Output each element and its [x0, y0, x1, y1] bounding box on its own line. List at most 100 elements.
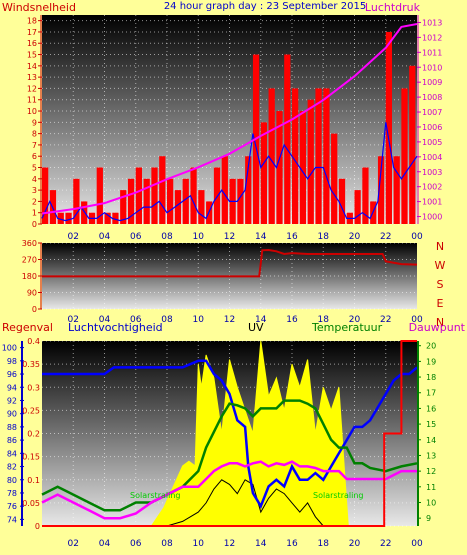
pressure-axis-tick-label: 1004 — [422, 153, 442, 162]
x-tick-label: 00 — [411, 232, 423, 242]
rain-axis-tick-label: 0.1 — [27, 476, 40, 485]
x-tick-label: 14 — [255, 539, 267, 549]
x-tick-label: 10 — [193, 315, 205, 325]
wind-gust-bar — [120, 190, 127, 224]
wind-gust-bar — [331, 133, 338, 224]
wind-axis-tick-label: 1 — [32, 209, 37, 218]
wind-gust-bar — [42, 167, 49, 224]
wind-gust-bar — [299, 111, 307, 224]
temperature-axis-tick-label: 19 — [426, 357, 436, 366]
rain-axis-tick-label: 0.2 — [27, 430, 40, 439]
compass-direction-label: E — [437, 297, 444, 310]
x-tick-label: 14 — [255, 232, 267, 242]
x-tick-label: 04 — [99, 232, 111, 242]
compass-direction-label: N — [436, 316, 444, 329]
wind-axis-tick-label: 18 — [27, 17, 37, 26]
wind-gust-bar — [393, 156, 400, 224]
wind-axis-tick-label: 0 — [32, 220, 37, 229]
x-tick-label: 20 — [349, 539, 361, 549]
wind-axis-tick-label: 8 — [32, 130, 37, 139]
x-tick-label: 06 — [130, 539, 142, 549]
wind-gust-bar — [174, 190, 182, 224]
x-tick-label: 22 — [380, 539, 391, 549]
compass-direction-label: W — [435, 259, 446, 272]
pressure-axis-tick-label: 1005 — [422, 138, 442, 147]
x-tick-label: 02 — [68, 315, 79, 325]
wind-gust-bar — [237, 178, 244, 224]
wind-average-line — [41, 122, 418, 222]
rain-axis-tick-label: 0 — [35, 522, 40, 531]
wind-axis-tick-label: 15 — [27, 51, 37, 60]
wind-gust-bar — [409, 65, 416, 225]
pressure-line — [41, 23, 418, 215]
wind-gust-bar — [167, 178, 174, 224]
x-tick-label: 02 — [68, 539, 79, 549]
pressure-axis-tick-label: 1000 — [422, 213, 442, 222]
wind-gust-bar — [65, 212, 72, 224]
wind-gust-bar — [284, 54, 291, 224]
x-tick-label: 08 — [161, 315, 173, 325]
temperature-axis-tick-label: 17 — [426, 389, 436, 398]
humidity-axis-tick-label: 92 — [7, 396, 17, 405]
axes: 0123456789101112131415161718100010011002… — [2, 15, 446, 549]
x-tick-label: 10 — [193, 232, 205, 242]
pressure-axis-tick-label: 1010 — [422, 63, 442, 72]
wind-gust-bar — [112, 212, 119, 224]
regenval-line — [42, 340, 417, 527]
wind-gust-bar — [292, 88, 299, 224]
wind-axis-tick-label: 7 — [32, 141, 37, 150]
x-tick-label: 18 — [318, 232, 330, 242]
temperature-axis-tick-label: 15 — [426, 420, 436, 429]
x-tick-label: 10 — [193, 539, 205, 549]
wind-gust-bar — [307, 99, 314, 224]
wind-gust-bar — [213, 167, 221, 224]
wind-gust-bar — [338, 178, 346, 224]
solar-annotation-morning: Solarstraling — [130, 491, 180, 500]
wind-gust-bar — [73, 178, 80, 224]
x-tick-label: 16 — [286, 315, 298, 325]
temperature-axis-tick-label: 13 — [426, 451, 436, 460]
x-tick-label: 14 — [255, 315, 267, 325]
humidity-axis-tick-label: 86 — [7, 436, 17, 445]
wind-gust-bar — [143, 178, 150, 224]
direction-axis-tick-label: 0 — [32, 305, 37, 314]
x-tick-label: 20 — [349, 315, 361, 325]
wind-gust-bar — [385, 31, 392, 224]
wind-axis-tick-label: 2 — [32, 197, 37, 206]
direction-axis-tick-label: 180 — [22, 272, 37, 281]
x-tick-label: 00 — [411, 315, 423, 325]
x-tick-label: 04 — [99, 315, 111, 325]
temperature-axis-tick-label: 11 — [426, 483, 436, 492]
wind-axis-tick-label: 6 — [32, 152, 37, 161]
wind-axis-tick-label: 16 — [27, 39, 37, 48]
x-tick-label: 06 — [130, 232, 142, 242]
uv-header: UV — [248, 321, 264, 334]
pressure-label: Luchtdruk — [365, 1, 421, 14]
wind-gust-bar — [245, 156, 252, 224]
pressure-axis-tick-label: 1007 — [422, 108, 442, 117]
wind-gust-bar — [198, 190, 205, 224]
compass-direction-label: N — [436, 240, 444, 253]
rain-axis-tick-label: 0.3 — [27, 383, 40, 392]
x-tick-label: 20 — [349, 232, 361, 242]
temperature-axis-tick-label: 9 — [426, 514, 431, 523]
humidity-axis-tick-label: 96 — [7, 370, 17, 379]
rain-axis-tick-label: 0.25 — [22, 406, 40, 415]
rain-axis-tick-label: 0.35 — [22, 360, 40, 369]
wind-gust-bar — [104, 212, 111, 224]
wind-gust-bar — [260, 122, 267, 224]
humidity-axis-tick-label: 76 — [7, 502, 17, 511]
humidity-header: Luchtvochtigheid — [68, 321, 163, 334]
temperature-axis-tick-label: 10 — [426, 498, 436, 507]
temperature-axis-tick-label: 12 — [426, 467, 436, 476]
direction-axis-tick-label: 360 — [22, 239, 37, 248]
rain-axis-tick-label: 0.15 — [22, 453, 40, 462]
direction-axis-tick-label: 90 — [27, 289, 37, 298]
pressure-axis-tick-label: 1011 — [422, 48, 442, 57]
wind-gust-bar — [159, 156, 166, 224]
wind-gust-bar — [182, 178, 189, 224]
x-tick-label: 22 — [380, 315, 391, 325]
x-tick-label: 08 — [161, 539, 173, 549]
temperature-header: Temperatuur — [311, 321, 383, 334]
